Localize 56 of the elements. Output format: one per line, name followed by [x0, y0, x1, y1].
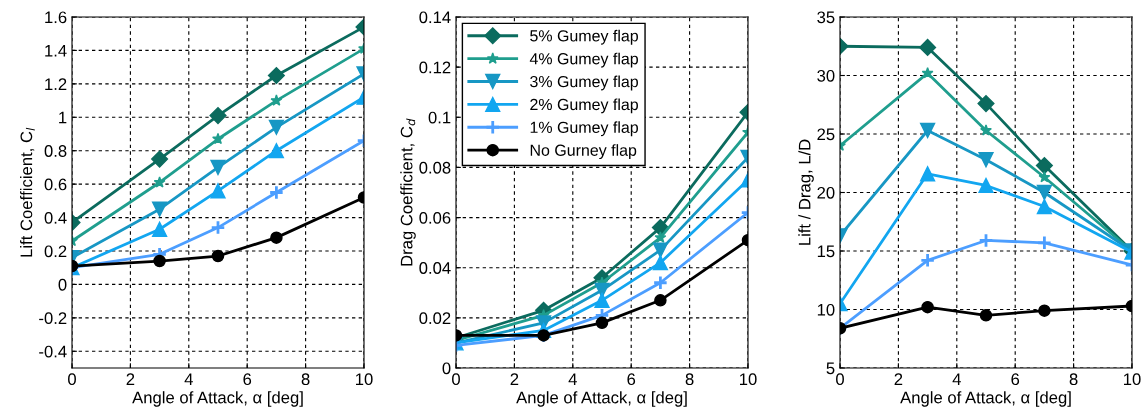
y-tick-label: 0.06 [419, 211, 451, 224]
y-tick-label: 25 [817, 128, 835, 141]
y-tick-label: 0.04 [419, 262, 451, 274]
y-tick-label: 0 [58, 278, 67, 291]
y-tick-label: 1.6 [45, 11, 67, 24]
x-axis-title: Angle of Attack, α [deg] [900, 391, 1071, 407]
x-tick-label: 8 [1069, 373, 1078, 386]
y-axis-title: Lift / Drag, L/D [798, 139, 814, 245]
y-tick-label: 1.2 [45, 78, 67, 90]
x-axis-title: Angle of Attack, α [deg] [516, 391, 687, 407]
x-axis-title: Angle of Attack, α [deg] [132, 391, 303, 407]
y-tick-label: 10 [817, 303, 835, 316]
legend-label: 4% Gumey flap [529, 52, 638, 68]
x-tick-label: 0 [68, 373, 76, 386]
y-tick-label: -0.2 [39, 312, 67, 325]
x-tick-label: 4 [184, 373, 193, 385]
y-tick-label: 0.12 [419, 61, 451, 74]
x-tick-label: 6 [1011, 373, 1020, 386]
y-tick-label: 1 [59, 111, 67, 124]
y-tick-label: 0.6 [44, 178, 67, 191]
y-tick-label: -0.4 [39, 345, 67, 358]
y-tick-label: 0.08 [419, 161, 451, 174]
y-tick-label: 0.8 [44, 145, 67, 157]
legend-label: No Gurney flap [530, 144, 637, 160]
x-tick-label: 6 [243, 373, 252, 386]
y-axis-title: Lift Coefficient, C$_{l}$ [20, 127, 35, 257]
y-tick-label: 0.02 [419, 312, 451, 325]
x-tick-label: 8 [685, 373, 694, 386]
x-tick-label: 0 [836, 373, 844, 386]
y-tick-label: 20 [817, 186, 835, 199]
legend-label: 5% Gumey flap [530, 29, 638, 45]
legend-label: 3% Gumey flap [530, 75, 638, 91]
x-tick-label: 4 [568, 373, 577, 385]
x-tick-label: 10 [1124, 373, 1141, 386]
x-tick-label: 2 [126, 373, 135, 385]
x-tick-label: 8 [301, 373, 310, 386]
x-tick-label: 6 [627, 373, 636, 386]
y-tick-label: 0 [442, 362, 451, 375]
legend-label: 1% Gumey flap [530, 121, 638, 137]
y-axis-title: Drag Coefficient, C$_{d}$ [400, 118, 416, 266]
y-tick-label: 35 [817, 11, 835, 24]
y-tick-label: 5 [826, 362, 835, 375]
y-tick-label: 0.14 [419, 11, 451, 24]
x-tick-label: 2 [510, 373, 519, 385]
y-tick-label: 1.4 [45, 45, 67, 57]
y-tick-label: 0.1 [428, 111, 451, 124]
y-tick-label: 0.4 [44, 211, 67, 224]
y-tick-label: 15 [817, 245, 835, 258]
x-tick-label: 4 [952, 373, 961, 385]
y-tick-label: 30 [817, 69, 835, 82]
x-tick-label: 0 [452, 373, 460, 386]
x-tick-label: 10 [740, 373, 757, 386]
legend-label: 2% Gumey flap [530, 98, 638, 114]
y-tick-label: 0.2 [44, 245, 67, 258]
x-tick-label: 10 [356, 373, 373, 386]
x-tick-label: 2 [894, 373, 903, 385]
